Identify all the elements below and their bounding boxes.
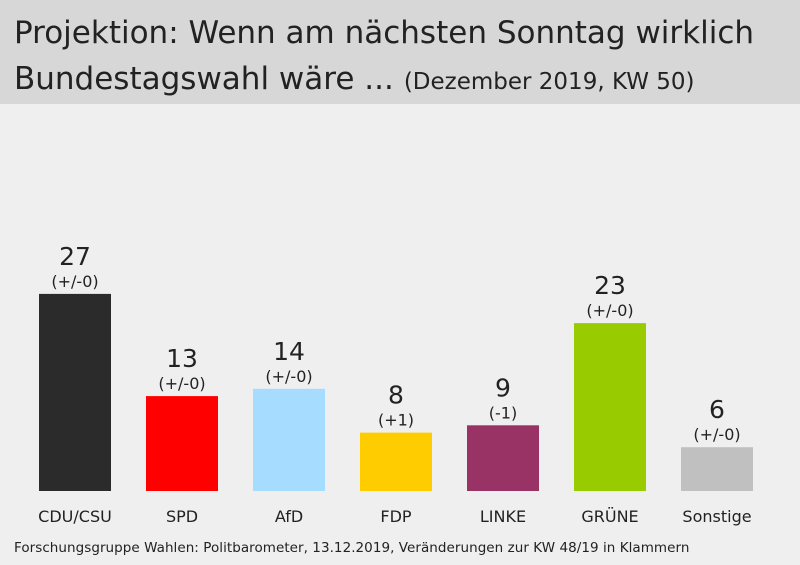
chart-subtitle: (Dezember 2019, KW 50) bbox=[403, 69, 695, 95]
category-label-gr-ne: GRÜNE bbox=[581, 507, 638, 526]
bar-sonstige bbox=[681, 447, 753, 491]
chart-title-line-1: Projektion: Wenn am nächsten Sonntag wir… bbox=[14, 18, 754, 49]
category-label-cdu-csu: CDU/CSU bbox=[38, 507, 112, 526]
change-label-gr-ne: (+/-0) bbox=[586, 301, 633, 320]
value-label-gr-ne: 23 bbox=[594, 271, 626, 300]
bar-afd bbox=[253, 388, 325, 491]
value-label-spd: 13 bbox=[166, 344, 198, 373]
chart-title-line-2: Bundestagswahl wäre ... (Dezember 2019, K… bbox=[14, 64, 695, 95]
value-label-sonstige: 6 bbox=[709, 395, 725, 424]
chart-title-text-2: Bundestagswahl wäre ... bbox=[14, 61, 394, 97]
category-label-spd: SPD bbox=[166, 507, 198, 526]
change-label-afd: (+/-0) bbox=[265, 367, 312, 386]
source-note: Forschungsgruppe Wahlen: Politbarometer,… bbox=[14, 540, 690, 556]
value-label-fdp: 8 bbox=[388, 381, 404, 410]
value-label-linke: 9 bbox=[495, 373, 511, 402]
change-label-cdu-csu: (+/-0) bbox=[51, 272, 98, 291]
change-label-fdp: (+1) bbox=[378, 411, 414, 430]
change-label-linke: (-1) bbox=[489, 403, 517, 422]
bar-chart: 27(+/-0)CDU/CSU13(+/-0)SPD14(+/-0)AfD8(+… bbox=[38, 242, 753, 526]
category-label-sonstige: Sonstige bbox=[682, 507, 751, 526]
bar-linke bbox=[467, 425, 539, 491]
category-label-linke: LINKE bbox=[480, 507, 526, 526]
category-label-afd: AfD bbox=[275, 507, 303, 526]
bar-cdu-csu bbox=[39, 293, 111, 491]
bar-gr-ne bbox=[574, 323, 646, 491]
bar-spd bbox=[146, 396, 218, 491]
value-label-cdu-csu: 27 bbox=[59, 242, 91, 271]
change-label-sonstige: (+/-0) bbox=[693, 425, 740, 444]
value-label-afd: 14 bbox=[273, 337, 305, 366]
chart-header: Projektion: Wenn am nächsten Sonntag wir… bbox=[0, 0, 800, 104]
change-label-spd: (+/-0) bbox=[158, 374, 205, 393]
category-label-fdp: FDP bbox=[380, 507, 412, 526]
chart-title-text-1: Projektion: Wenn am nächsten Sonntag wir… bbox=[14, 15, 755, 51]
bar-fdp bbox=[360, 432, 432, 491]
